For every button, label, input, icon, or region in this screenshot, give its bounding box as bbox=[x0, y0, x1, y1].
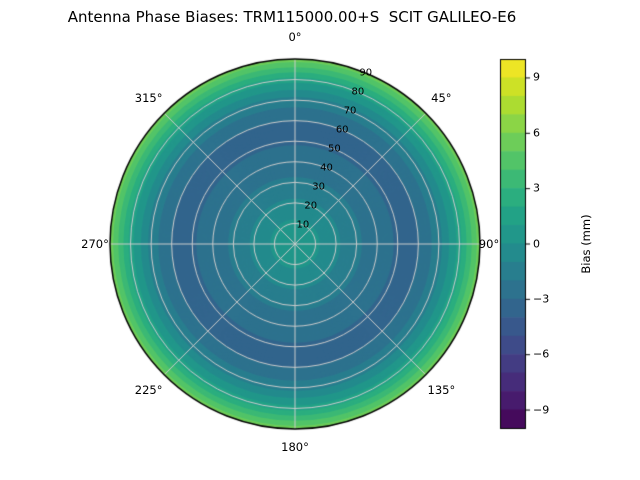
colorbar-tick-label: 9 bbox=[533, 70, 540, 84]
colorbar-tick-label: 3 bbox=[533, 181, 540, 195]
radial-tick-label: 60 bbox=[335, 124, 349, 136]
radial-tick-label: 80 bbox=[351, 86, 365, 98]
colorbar-tick-label: −6 bbox=[533, 347, 550, 361]
radial-tick-label: 40 bbox=[320, 162, 333, 174]
radial-tick-label: 70 bbox=[343, 105, 357, 117]
colorbar-tick-label: −3 bbox=[533, 292, 550, 306]
chart-title: Antenna Phase Biases: TRM115000.00+S SCI… bbox=[67, 8, 517, 26]
colorbar-tick-label: 6 bbox=[533, 126, 540, 140]
angular-tick-label: 0° bbox=[288, 30, 302, 44]
radial-tick-label: 30 bbox=[312, 181, 325, 193]
radial-tick-label: 50 bbox=[327, 143, 341, 155]
radial-tick-label: 90 bbox=[359, 67, 373, 79]
radial-tick-label: 10 bbox=[296, 219, 310, 231]
colorbar-label: Bias (mm) bbox=[579, 214, 593, 274]
colorbar-tick-label: 0 bbox=[533, 237, 540, 250]
angular-tick-label: 90° bbox=[478, 237, 500, 251]
angular-tick-label: 225° bbox=[134, 383, 163, 398]
angular-tick-label: 135° bbox=[427, 383, 456, 398]
angular-tick-label: 270° bbox=[81, 237, 109, 251]
colorbar-tick-label: −9 bbox=[533, 403, 550, 417]
angular-tick-label: 315° bbox=[134, 90, 163, 105]
angular-tick-label: 180° bbox=[281, 440, 309, 454]
radial-tick-label: 20 bbox=[304, 200, 318, 212]
angular-tick-label: 45° bbox=[431, 90, 452, 105]
